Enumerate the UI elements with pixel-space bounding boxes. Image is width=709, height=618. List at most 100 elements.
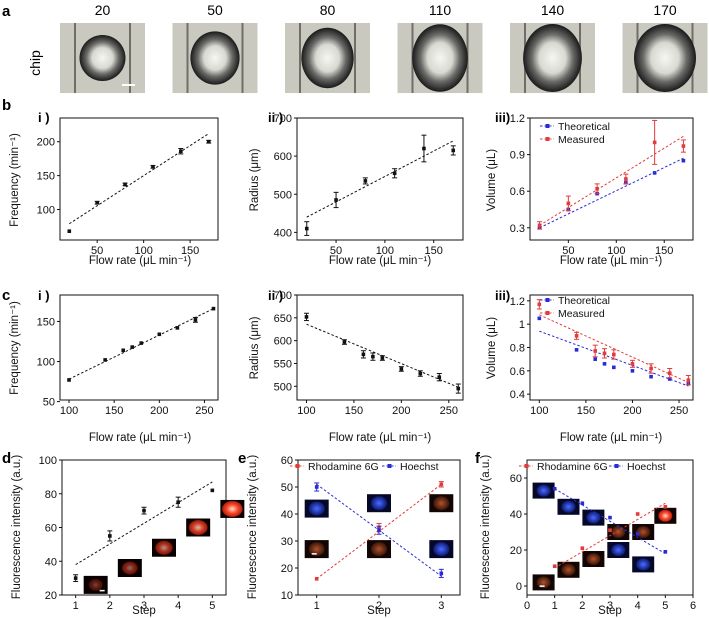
data-point xyxy=(608,515,612,520)
y-axis-label: Fluorescence intensity (a.u.) xyxy=(247,455,259,600)
x-tick-label: 200 xyxy=(150,405,168,417)
data-point xyxy=(211,306,216,311)
y-tick-label: 700 xyxy=(274,113,292,125)
x-tick-label: 250 xyxy=(670,405,688,417)
series-radius xyxy=(303,312,461,394)
fluorescence-inset xyxy=(654,507,677,524)
data-point xyxy=(580,546,585,550)
chip-image-row: 20 50 80 110 140 170 xyxy=(60,2,708,93)
x-tick-label: 50 xyxy=(91,245,103,257)
x-axis-label: Flow rate (μL min⁻¹) xyxy=(329,432,432,444)
droplet xyxy=(634,24,696,92)
series-rhodamine-6g xyxy=(552,502,668,569)
scale-bar xyxy=(122,84,135,86)
chip-flow-label: 80 xyxy=(320,2,336,18)
data-point xyxy=(151,165,155,169)
panel-label-f: f xyxy=(475,450,481,467)
data-point xyxy=(363,179,368,183)
data-point xyxy=(681,144,686,148)
x-tick-label: 100 xyxy=(607,245,625,257)
y-axis-label: Frequency (min⁻¹) xyxy=(9,133,21,227)
y-tick-label: 600 xyxy=(274,336,292,348)
data-point xyxy=(612,352,616,357)
x-axis-label: Flow rate (μL min⁻¹) xyxy=(560,432,663,444)
chip-image xyxy=(172,23,258,93)
fit-line xyxy=(306,140,454,218)
data-point xyxy=(580,501,585,505)
fit-line xyxy=(539,135,684,226)
droplet xyxy=(412,24,468,92)
panel-label-d: d xyxy=(2,450,11,467)
series-hoechst xyxy=(314,482,444,578)
y-tick-label: 1 xyxy=(519,319,525,331)
x-tick-label: 1 xyxy=(73,600,79,612)
x-tick-label: 100 xyxy=(530,405,548,417)
data-point xyxy=(630,362,635,366)
fit-line xyxy=(554,488,666,555)
fluorescence-inset xyxy=(429,494,454,513)
x-axis-label: Step xyxy=(598,605,622,617)
data-point xyxy=(371,354,375,359)
fluorescence-inset xyxy=(186,518,211,537)
chip-flow-label: 170 xyxy=(653,2,677,18)
panel-sublabel: ii ) xyxy=(268,288,283,303)
data-point xyxy=(635,512,640,516)
droplet xyxy=(79,35,126,81)
panel-sublabel: ii ) xyxy=(268,110,283,125)
data-point xyxy=(652,171,657,175)
series-theoretical xyxy=(537,157,686,230)
fluorescence-inset xyxy=(632,524,655,540)
chart-e: 1 2 3 10 20 30 40 50 60 Step Fluorescence intensit… xyxy=(247,455,461,617)
legend-marker xyxy=(524,464,529,468)
panel-sublabel: i ) xyxy=(38,110,50,125)
data-point xyxy=(361,352,366,357)
fit-line xyxy=(539,157,684,229)
data-point xyxy=(451,148,456,153)
fluorescence-inset xyxy=(429,540,454,559)
chip-image xyxy=(622,23,708,93)
fluorescence-inset xyxy=(582,509,605,526)
x-tick-label: 150 xyxy=(655,245,673,257)
data-point xyxy=(552,487,557,491)
legend-entry: Measured xyxy=(558,308,605,320)
x-tick-label: 200 xyxy=(623,405,641,417)
panel-sublabel: i ) xyxy=(38,288,50,303)
data-point xyxy=(103,358,107,362)
y-axis-label: Fluorescence intensity (a.u.) xyxy=(11,455,23,600)
data-point xyxy=(314,485,319,489)
legend-marker xyxy=(387,464,392,468)
fluorescence-inset xyxy=(557,498,580,515)
y-tick-label: 0.8 xyxy=(510,343,525,355)
x-tick-label: 50 xyxy=(562,245,574,257)
data-point xyxy=(663,505,668,509)
y-tick-label: 0.6 xyxy=(510,366,525,378)
data-point xyxy=(193,318,198,322)
data-point xyxy=(593,357,597,361)
legend-marker xyxy=(545,298,550,302)
data-point xyxy=(418,371,423,376)
x-tick-label: 50 xyxy=(330,245,342,257)
y-tick-label: 40 xyxy=(510,509,522,521)
x-tick-label: 200 xyxy=(392,405,410,417)
data-point xyxy=(67,229,72,233)
legend-entry: Theoretical xyxy=(558,295,610,307)
data-point xyxy=(608,528,612,532)
y-axis-label: Fluorescence intensity (a.u.) xyxy=(480,455,492,600)
fit-line xyxy=(539,314,689,383)
fluorescence-inset xyxy=(607,542,630,558)
x-tick-label: 3 xyxy=(141,600,147,612)
data-point xyxy=(537,316,542,321)
x-axis-label: Flow rate (μL min⁻¹) xyxy=(329,255,432,267)
x-tick-label: 6 xyxy=(690,600,696,612)
y-tick-label: 40 xyxy=(281,509,293,521)
data-point xyxy=(456,386,461,391)
data-point xyxy=(108,534,112,538)
legend-entry: Theoretical xyxy=(558,121,610,133)
fluorescence-inset xyxy=(304,499,329,518)
legend-marker xyxy=(545,124,550,128)
series-radius xyxy=(304,134,456,236)
y-tick-label: 700 xyxy=(274,290,292,302)
legend-marker xyxy=(614,464,619,468)
